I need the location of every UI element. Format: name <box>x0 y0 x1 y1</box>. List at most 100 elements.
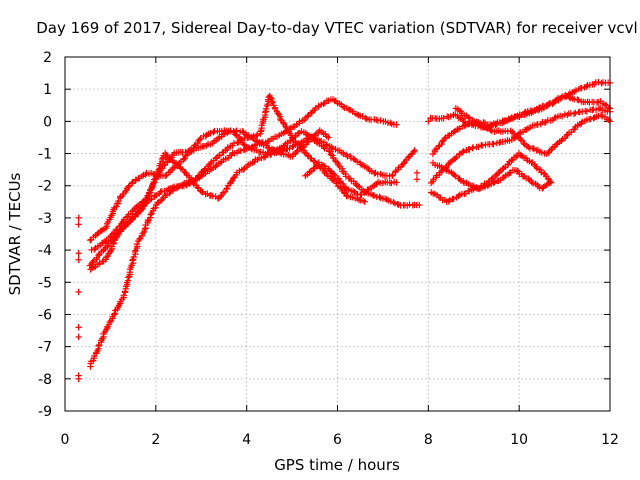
data-point <box>95 252 102 259</box>
data-point <box>268 150 275 157</box>
data-point <box>598 113 606 120</box>
data-point <box>147 211 154 218</box>
data-point <box>189 178 196 186</box>
data-point <box>129 257 136 264</box>
data-point <box>120 292 127 299</box>
data-point <box>350 155 358 163</box>
data-point <box>279 119 287 126</box>
data-point <box>460 147 467 155</box>
data-point <box>345 186 352 193</box>
data-point <box>109 237 116 244</box>
y-tick-label: 0 <box>43 114 52 130</box>
data-point <box>450 128 457 136</box>
data-point <box>266 144 273 152</box>
data-point <box>605 104 613 112</box>
data-point <box>361 198 368 206</box>
data-point <box>294 140 302 147</box>
data-point <box>347 154 355 162</box>
data-point <box>340 189 348 196</box>
data-point <box>451 171 458 179</box>
data-point <box>362 114 369 122</box>
y-tick-label: 1 <box>43 82 52 98</box>
data-point <box>521 109 528 116</box>
data-point <box>310 157 317 164</box>
data-point <box>508 157 515 165</box>
data-point <box>416 201 423 209</box>
data-point <box>535 104 543 112</box>
x-tick-label: 0 <box>61 432 70 448</box>
data-point <box>136 235 143 243</box>
y-tick-label: -2 <box>38 179 52 195</box>
data-point <box>75 221 82 228</box>
data-point <box>390 198 397 206</box>
data-point <box>140 228 148 236</box>
data-point <box>440 115 447 122</box>
data-point <box>144 217 151 225</box>
data-point <box>455 192 462 200</box>
data-point <box>296 118 303 125</box>
data-point <box>508 114 516 121</box>
data-point <box>283 124 290 131</box>
data-point <box>525 175 532 182</box>
data-point <box>393 179 400 186</box>
data-point <box>376 193 383 200</box>
data-point <box>113 203 120 210</box>
data-point <box>495 169 503 176</box>
data-point <box>241 130 249 138</box>
data-point <box>97 227 104 235</box>
data-point <box>393 121 400 128</box>
data-point <box>487 126 494 134</box>
data-point <box>553 141 560 148</box>
data-point <box>578 84 585 92</box>
y-tick-label: -6 <box>38 307 52 323</box>
data-point <box>75 288 82 296</box>
x-tick-label: 12 <box>601 432 619 448</box>
data-point <box>320 100 327 108</box>
data-point <box>223 129 231 136</box>
data-point <box>407 151 415 158</box>
data-point <box>572 87 580 94</box>
y-tick-label: -4 <box>38 243 52 259</box>
data-point <box>507 115 514 122</box>
data-point <box>252 137 259 144</box>
data-point <box>353 111 361 118</box>
data-point <box>122 188 129 196</box>
data-point <box>520 139 527 147</box>
data-point <box>501 117 508 124</box>
data-point <box>162 172 169 180</box>
data-point <box>106 248 114 256</box>
data-point <box>445 198 452 205</box>
data-point <box>339 103 347 110</box>
data-point <box>261 109 269 116</box>
data-point <box>340 182 347 190</box>
data-point <box>87 266 94 273</box>
data-point <box>459 149 466 156</box>
data-point <box>146 187 154 194</box>
data-point <box>214 135 222 142</box>
data-point <box>569 95 576 102</box>
data-point <box>490 179 497 187</box>
data-point <box>466 120 473 128</box>
data-point <box>274 109 281 117</box>
data-point <box>106 318 113 326</box>
data-point <box>583 83 590 90</box>
data-point <box>570 110 578 118</box>
data-point <box>254 131 261 138</box>
data-points <box>75 78 614 383</box>
data-point <box>91 246 98 253</box>
data-point <box>304 113 311 120</box>
data-point <box>605 116 613 124</box>
y-tick-label: -1 <box>38 147 52 163</box>
data-point <box>128 180 136 187</box>
data-point <box>578 118 586 125</box>
data-point <box>387 198 394 205</box>
data-point <box>469 182 476 189</box>
data-point <box>276 115 284 123</box>
data-point <box>247 145 255 152</box>
data-point <box>125 274 132 281</box>
data-point <box>201 166 208 173</box>
data-point <box>158 155 166 163</box>
data-point <box>329 152 336 159</box>
